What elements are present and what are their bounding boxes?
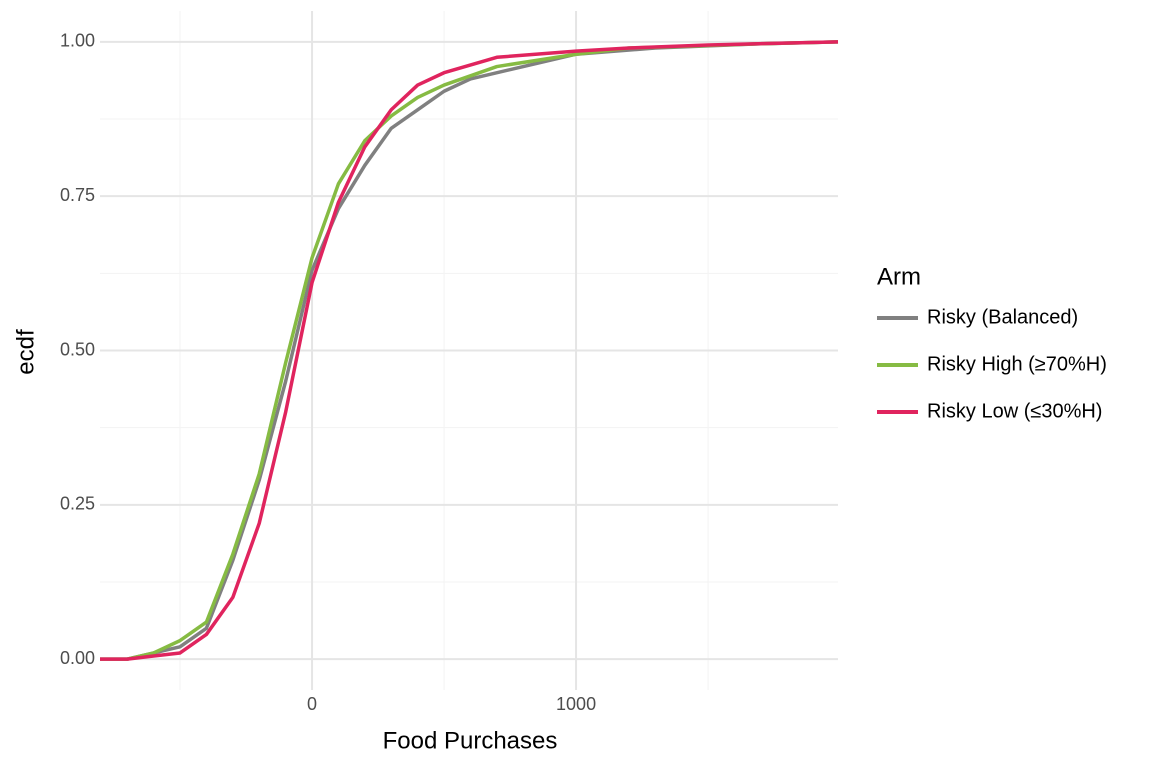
y-axis-title: ecdf [12,329,39,375]
legend-label: Risky High (≥70%H) [927,353,1107,375]
ecdf-line [100,40,839,661]
x-axis-title: Food Purchases [383,727,558,754]
y-tick-label: 0.25 [60,494,95,514]
y-tick-label: 1.00 [60,31,95,51]
y-tick-label: 0.00 [60,648,95,668]
legend-label: Risky (Balanced) [927,306,1078,328]
x-tick-label: 0 [307,694,317,714]
legend-label: Risky Low (≤30%H) [927,400,1102,422]
y-tick-label: 0.50 [60,339,95,359]
legend-title: Arm [877,263,921,290]
y-tick-label: 0.75 [60,185,95,205]
ecdf-line [100,40,839,661]
x-tick-label: 1000 [556,694,596,714]
